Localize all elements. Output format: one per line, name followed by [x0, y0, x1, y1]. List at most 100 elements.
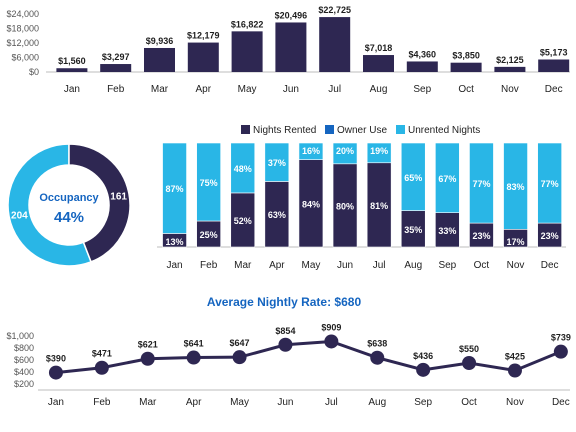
- occupancy-segment-label: 77%: [541, 179, 559, 189]
- revenue-bar: [363, 55, 394, 72]
- rate-x-tick: Mar: [139, 397, 157, 408]
- occupancy-segment-label: 19%: [370, 146, 388, 156]
- rate-x-tick: Apr: [186, 397, 202, 408]
- occupancy-donut-chart: Occupancy 44% 161 204: [7, 143, 131, 267]
- occupancy-segment-label: 35%: [404, 225, 422, 235]
- revenue-value-label: $7,018: [365, 43, 393, 53]
- occupancy-segment-label: 84%: [302, 199, 320, 209]
- occupancy-segment: [332, 142, 358, 165]
- occupancy-segment-label: 33%: [438, 226, 456, 236]
- occupancy-x-tick: May: [301, 260, 320, 271]
- rate-y-tick: $200: [14, 379, 34, 389]
- revenue-bar: [144, 47, 175, 72]
- occupancy-segment: [230, 142, 256, 194]
- rate-point: [370, 350, 385, 365]
- rate-value-label: $647: [230, 338, 250, 348]
- occupancy-x-tick: Mar: [234, 260, 252, 271]
- occupancy-segment-label: 25%: [200, 230, 218, 240]
- revenue-value-label: $5,173: [540, 47, 568, 57]
- revenue-x-tick: Feb: [107, 84, 125, 95]
- revenue-x-tick: Aug: [370, 84, 388, 95]
- legend-swatch: [396, 125, 405, 134]
- rate-point: [553, 344, 568, 359]
- occupancy-segment-label: 81%: [370, 201, 388, 211]
- occupancy-segment-label: 23%: [472, 231, 490, 241]
- occupancy-slice-label: 161: [110, 192, 127, 203]
- occupancy-segment: [230, 192, 256, 248]
- revenue-y-tick: $18,000: [6, 24, 39, 34]
- occupancy-x-tick: Jul: [373, 260, 386, 271]
- occupancy-segment: [400, 142, 426, 211]
- revenue-value-label: $2,125: [496, 55, 524, 65]
- occupancy-segment-label: 75%: [200, 178, 218, 188]
- revenue-value-label: $3,297: [102, 52, 130, 62]
- rate-value-label: $550: [459, 344, 479, 354]
- occupancy-segment-label: 80%: [336, 201, 354, 211]
- occupancy-slice-label: 204: [11, 210, 28, 221]
- revenue-y-tick: $24,000: [6, 9, 39, 19]
- monthly-occupancy-stacked-chart: 13% 87% Jan 25% 75% Feb 52% 48% Mar 63% 37% Apr 84% 1…: [157, 142, 566, 271]
- occupancy-segment: [162, 142, 187, 234]
- revenue-value-label: $12,179: [187, 31, 220, 41]
- occupancy-segment: [503, 142, 528, 230]
- revenue-x-tick: Mar: [151, 84, 169, 95]
- occupancy-segment-label: 13%: [166, 237, 184, 247]
- legend-label: Nights Rented: [253, 125, 316, 136]
- occupancy-x-tick: Nov: [507, 260, 525, 271]
- rate-x-tick: Jul: [325, 397, 338, 408]
- rate-x-tick: May: [230, 397, 249, 408]
- occupancy-segment: [264, 181, 290, 248]
- occupancy-segment: [537, 142, 562, 224]
- revenue-x-tick: Jun: [283, 84, 299, 95]
- occupancy-segment-label: 48%: [234, 164, 252, 174]
- occupancy-segment: [366, 162, 392, 248]
- occupancy-segment-label: 16%: [302, 146, 320, 156]
- legend-swatch: [325, 125, 334, 134]
- revenue-x-tick: Dec: [545, 84, 563, 95]
- rate-value-label: $425: [505, 352, 525, 362]
- revenue-value-label: $22,725: [318, 5, 351, 15]
- rate-y-tick: $400: [14, 367, 34, 377]
- occupancy-center-value: 44%: [54, 209, 84, 226]
- occupancy-segment-label: 65%: [404, 173, 422, 183]
- revenue-value-label: $3,850: [452, 51, 480, 61]
- occupancy-x-tick: Aug: [404, 260, 422, 271]
- rate-point: [278, 337, 293, 352]
- rate-point: [48, 365, 63, 380]
- revenue-value-label: $16,822: [231, 19, 264, 29]
- rate-chart-title: Average Nightly Rate: $680: [207, 295, 362, 309]
- revenue-bar: [56, 68, 88, 72]
- occupancy-slice: [68, 143, 131, 263]
- revenue-bar: [275, 22, 307, 72]
- occupancy-segment: [332, 163, 358, 248]
- rate-y-tick: $1,000: [6, 331, 34, 341]
- occupancy-segment: [366, 142, 392, 164]
- occupancy-segment-label: 87%: [166, 184, 184, 194]
- rate-value-label: $641: [184, 339, 204, 349]
- revenue-y-tick: $12,000: [6, 38, 39, 48]
- legend-label: Owner Use: [337, 125, 387, 136]
- rate-x-tick: Sep: [414, 397, 432, 408]
- revenue-value-label: $4,360: [409, 49, 437, 59]
- revenue-x-tick: Sep: [413, 84, 431, 95]
- occupancy-x-tick: Jan: [166, 260, 182, 271]
- occupancy-segment: [400, 210, 426, 248]
- rate-x-tick: Aug: [368, 397, 386, 408]
- rate-value-label: $436: [413, 351, 433, 361]
- revenue-bar: [494, 66, 526, 72]
- rate-point: [462, 356, 477, 370]
- rate-value-label: $909: [321, 322, 341, 332]
- rate-x-tick: Jun: [277, 397, 293, 408]
- revenue-x-tick: Jul: [328, 84, 341, 95]
- occupancy-x-tick: Oct: [474, 260, 490, 271]
- occupancy-segment-label: 20%: [336, 146, 354, 156]
- rate-value-label: $621: [138, 340, 158, 350]
- rate-x-tick: Jan: [48, 397, 64, 408]
- occupancy-slice: [7, 143, 93, 267]
- revenue-value-label: $20,496: [275, 10, 308, 20]
- occupancy-segment: [435, 212, 460, 248]
- occupancy-x-tick: Sep: [438, 260, 456, 271]
- rate-point: [140, 351, 155, 366]
- revenue-x-tick: Oct: [458, 84, 474, 95]
- legend-label: Unrented Nights: [408, 125, 480, 136]
